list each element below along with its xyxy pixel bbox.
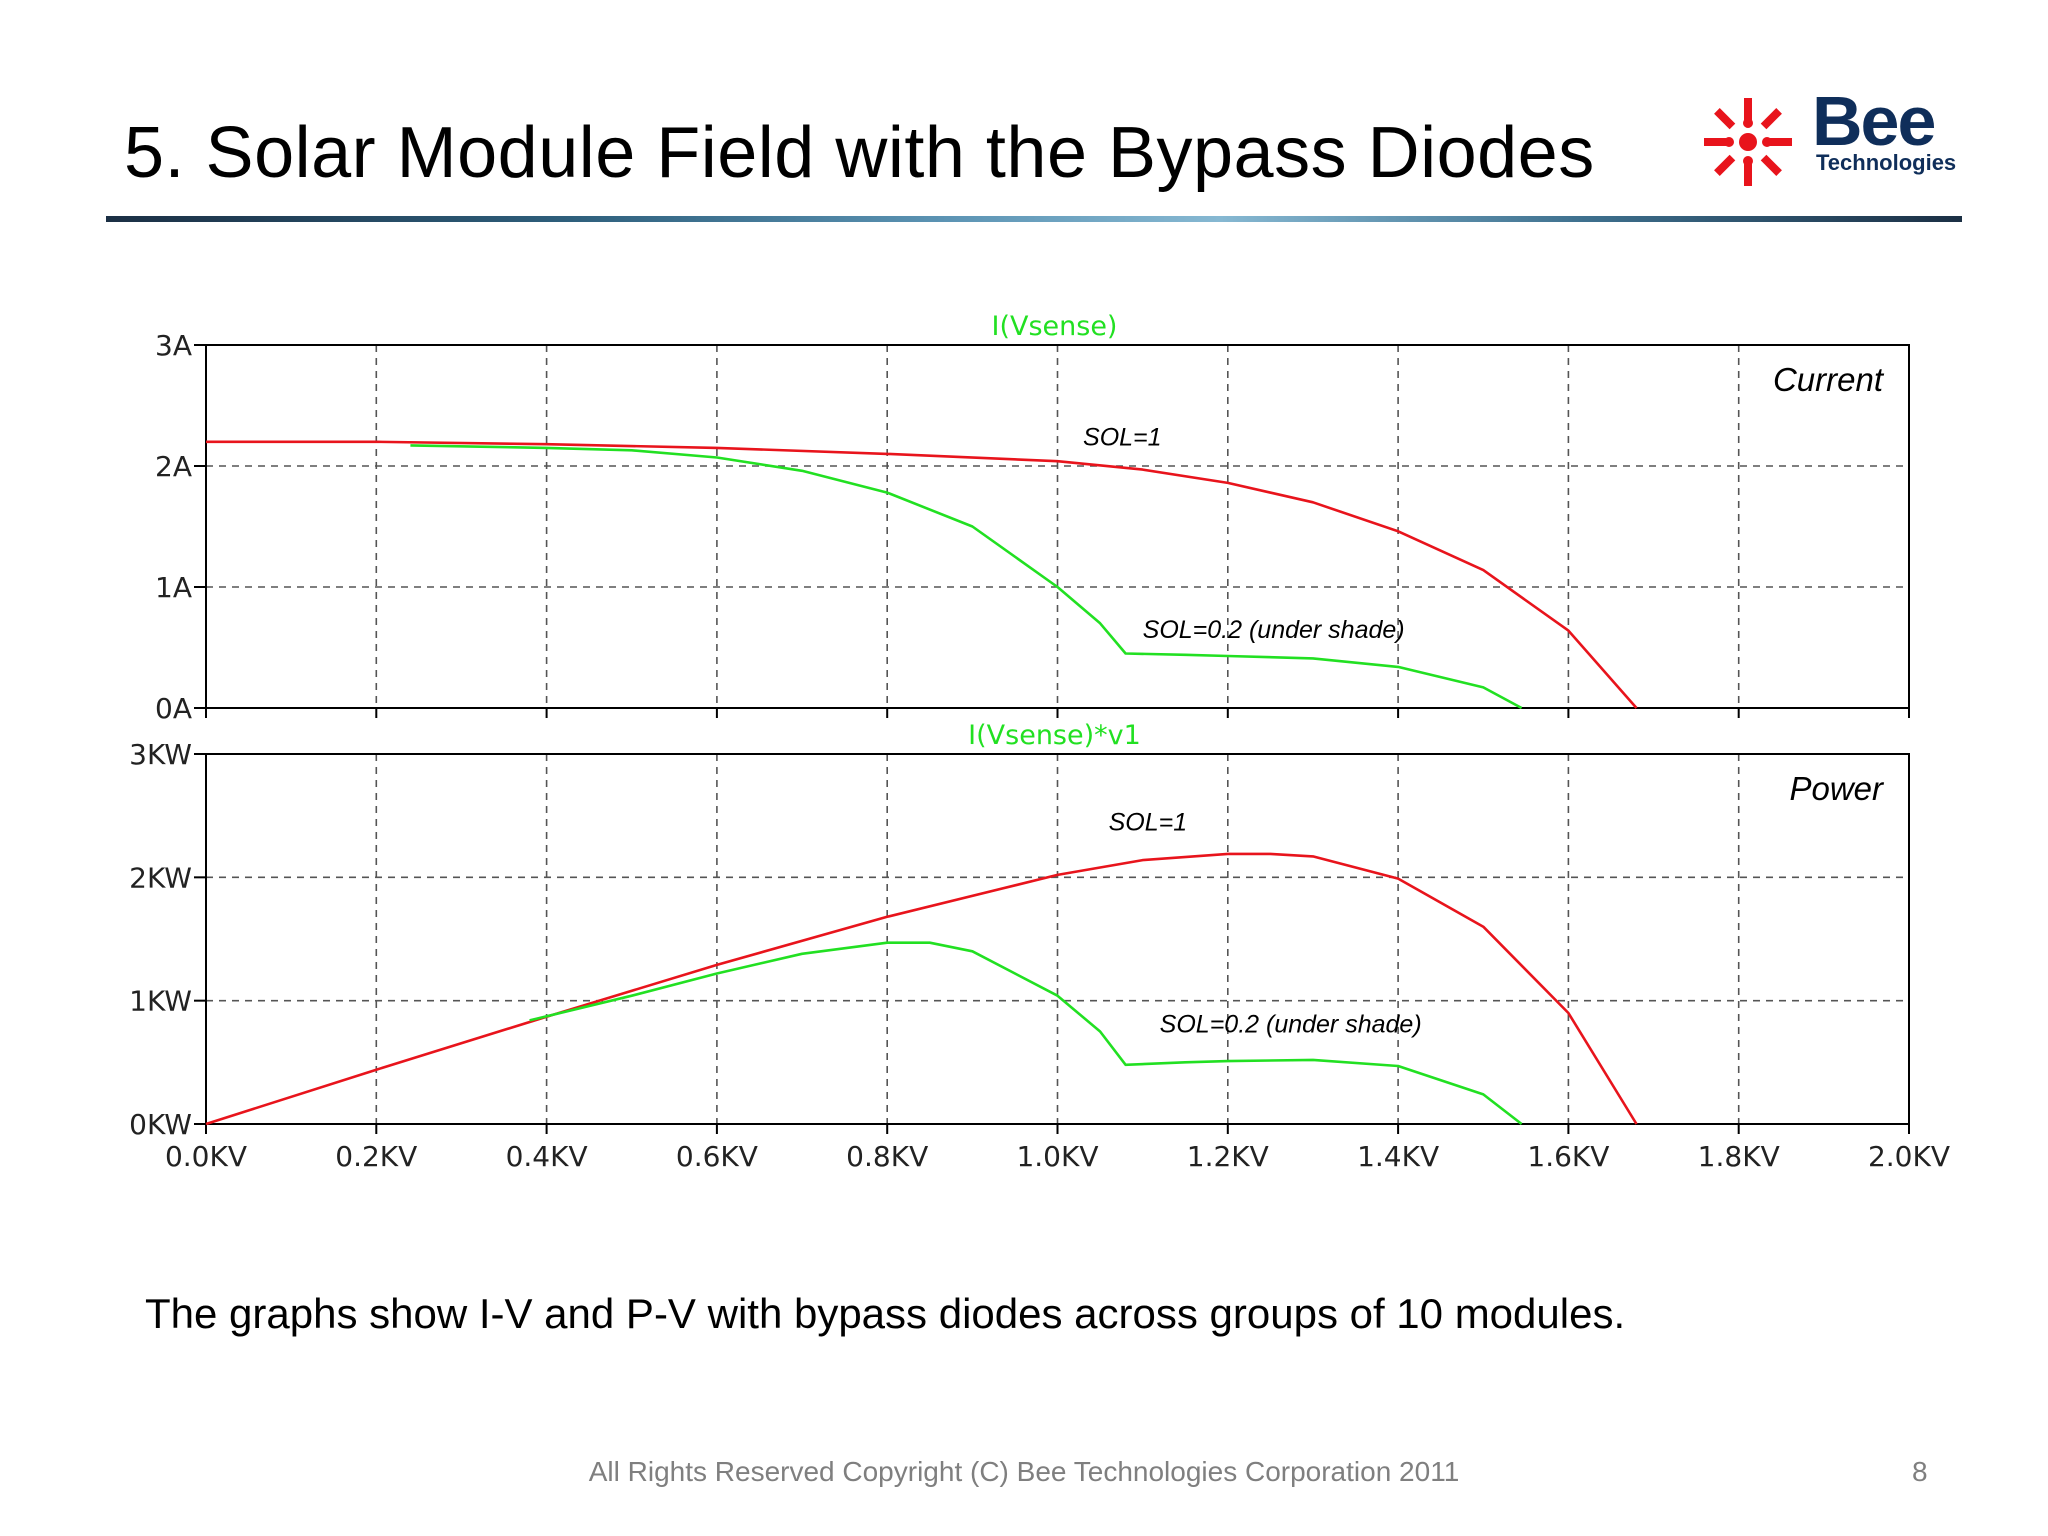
series-annotation: SOL=1 <box>1109 808 1188 836</box>
sunburst-logo-icon <box>1704 98 1792 186</box>
x-tick-label: 0.0KV <box>165 1140 247 1173</box>
series-annotation: SOL=0.2 (under shade) <box>1143 616 1405 644</box>
series-line-sol-1 <box>206 440 1638 709</box>
iv-pv-charts: 0A 1A 2A 3A I(Vsense) Current SOL=1 SOL=0.2 (un… <box>129 311 1950 1173</box>
slide-title: 5. Solar Module Field with the Bypass Di… <box>124 113 1595 193</box>
x-tick-label: 0.8KV <box>846 1140 928 1173</box>
y-tick-label: 3KW <box>129 738 192 771</box>
series-line-sol-0-2 <box>410 444 1523 710</box>
series-line-sol-0-2 <box>529 941 1523 1126</box>
title-rule <box>106 216 1962 222</box>
x-tick-label: 1.4KV <box>1357 1140 1439 1173</box>
logo-subtitle: Technologies <box>1816 150 1957 175</box>
corner-label: Current <box>1773 361 1885 398</box>
page-number: 8 <box>1912 1456 1928 1487</box>
x-tick-label: 1.2KV <box>1187 1140 1269 1173</box>
series-annotation: SOL=0.2 (under shade) <box>1160 1011 1422 1039</box>
corner-label: Power <box>1789 770 1885 807</box>
x-tick-label: 1.0KV <box>1016 1140 1098 1173</box>
series-line-sol-1 <box>205 852 1638 1126</box>
x-tick-label: 1.8KV <box>1698 1140 1780 1173</box>
bee-logo: Bee Technologies <box>1700 86 1960 194</box>
trace-label: I(Vsense)*v1 <box>968 720 1141 751</box>
y-tick-label: 3A <box>155 329 192 362</box>
slide-caption: The graphs show I-V and P-V with bypass … <box>145 1290 1626 1337</box>
x-tick-label: 2.0KV <box>1868 1140 1950 1173</box>
x-tick-label: 0.2KV <box>335 1140 417 1173</box>
footer-copyright: All Rights Reserved Copyright (C) Bee Te… <box>588 1456 1460 1487</box>
trace-label: I(Vsense) <box>992 311 1118 342</box>
x-tick-label: 1.6KV <box>1527 1140 1609 1173</box>
logo-wordmark: Bee <box>1812 82 1936 160</box>
y-tick-label: 0KW <box>129 1108 192 1141</box>
y-tick-label: 2A <box>155 450 192 483</box>
x-tick-label: 0.4KV <box>506 1140 588 1173</box>
y-tick-label: 2KW <box>129 861 192 894</box>
x-tick-label: 0.6KV <box>676 1140 758 1173</box>
y-tick-label: 1KW <box>129 985 192 1018</box>
y-tick-label: 0A <box>155 692 192 725</box>
y-tick-label: 1A <box>155 571 192 604</box>
series-annotation: SOL=1 <box>1083 423 1162 451</box>
